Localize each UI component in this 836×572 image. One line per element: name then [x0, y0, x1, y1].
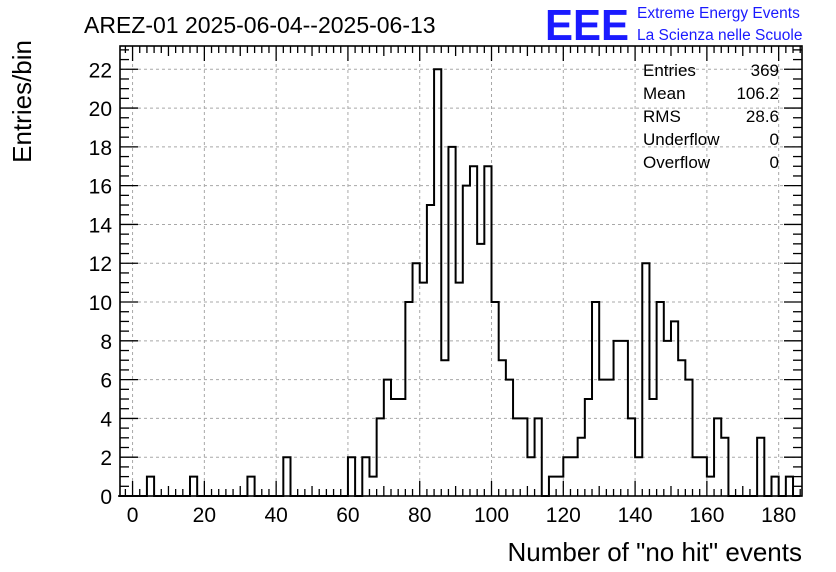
stat-label: Entries — [643, 61, 696, 80]
x-tick-label: 40 — [264, 504, 287, 527]
y-tick-label: 20 — [89, 98, 112, 121]
stat-label: RMS — [643, 107, 681, 126]
stat-label: Overflow — [643, 153, 711, 172]
logo: EEE Extreme Energy Events La Scienza nel… — [545, 1, 802, 50]
stat-value: 0 — [770, 130, 779, 149]
y-tick-label: 14 — [89, 214, 113, 237]
stat-label: Mean — [643, 84, 686, 103]
stats-box: Entries 369 Mean 106.2 RMS 28.6 Underflow 0 Over… — [643, 61, 779, 172]
stat-value: 0 — [770, 153, 779, 172]
y-tick-label: 16 — [89, 176, 112, 199]
y-tick-label: 18 — [89, 137, 112, 160]
y-tick-label: 12 — [89, 253, 112, 276]
stat-value: 369 — [751, 61, 779, 80]
y-tick-label: 22 — [89, 59, 112, 82]
x-tick-label: 160 — [689, 504, 724, 527]
y-axis-ticks: 0 2 4 6 8 10 12 14 16 18 20 22 — [89, 49, 802, 509]
x-tick-label: 0 — [127, 504, 139, 527]
chart-title: AREZ-01 2025-06-04--2025-06-13 — [84, 12, 436, 38]
logo-line1: Extreme Energy Events — [637, 5, 800, 22]
x-tick-label: 140 — [618, 504, 653, 527]
stat-label: Underflow — [643, 130, 720, 149]
y-axis-label: Entries/bin — [7, 40, 37, 163]
y-tick-label: 6 — [100, 370, 112, 393]
x-axis-label: Number of "no hit" events — [508, 537, 803, 567]
y-tick-label: 0 — [100, 486, 112, 509]
logo-mark: EEE — [545, 1, 629, 50]
x-tick-label: 100 — [474, 504, 509, 527]
x-tick-label: 120 — [546, 504, 581, 527]
x-tick-label: 20 — [193, 504, 216, 527]
x-axis-ticks: 0 20 40 60 80 100 120 140 160 180 — [124, 46, 801, 527]
plot-frame — [119, 45, 803, 497]
x-tick-label: 80 — [408, 504, 431, 527]
stat-value: 28.6 — [746, 107, 779, 126]
stat-value: 106.2 — [736, 84, 779, 103]
grid — [120, 46, 802, 496]
x-tick-label: 180 — [761, 504, 796, 527]
y-tick-label: 8 — [100, 331, 112, 354]
logo-line2: La Scienza nelle Scuole — [637, 27, 802, 44]
y-tick-label: 10 — [89, 292, 112, 315]
x-tick-label: 60 — [336, 504, 359, 527]
y-tick-label: 2 — [100, 447, 112, 470]
plot-border — [119, 45, 803, 497]
y-tick-label: 4 — [100, 408, 112, 431]
